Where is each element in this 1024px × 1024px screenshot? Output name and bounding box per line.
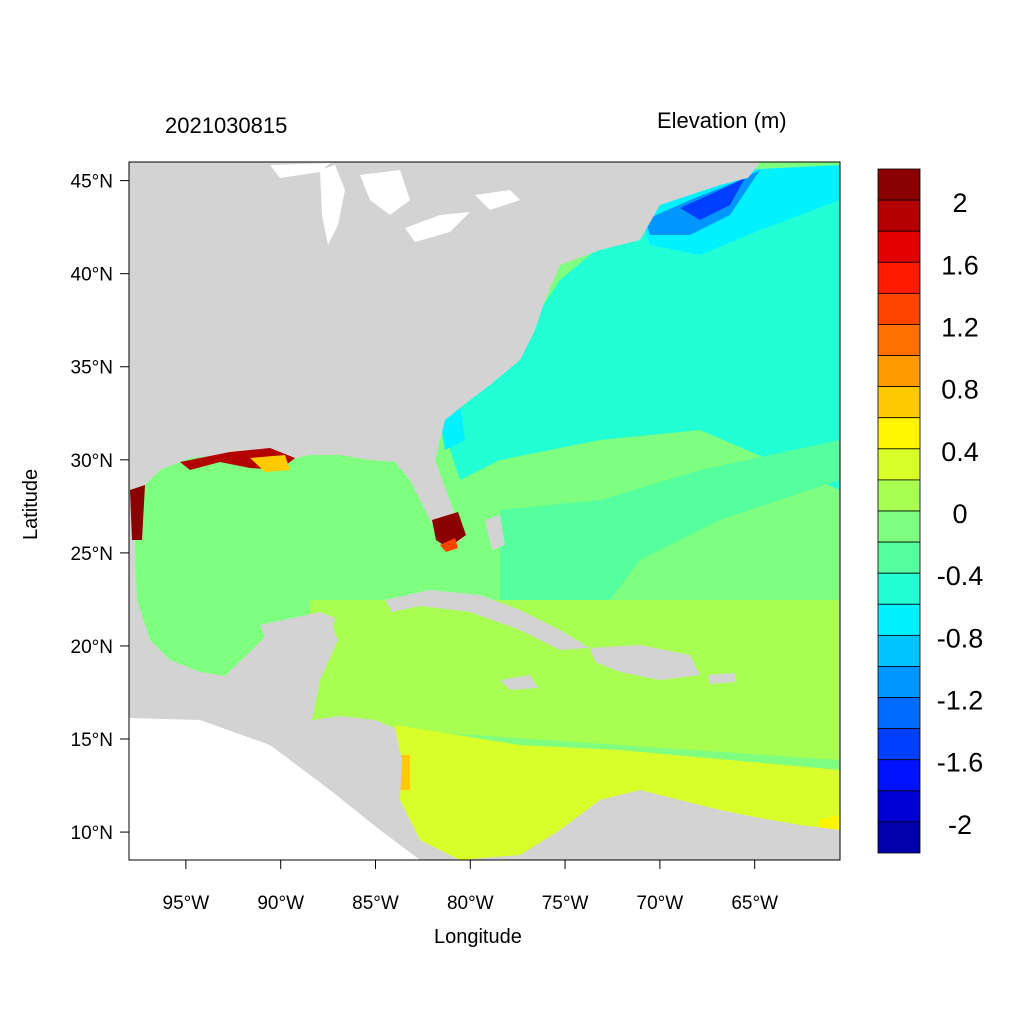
colorbar-swatch [877,541,921,574]
x-axis-label: Longitude [434,926,522,948]
colorbar-label: 1.6 [941,250,979,280]
y-tick-label: 30°N [71,451,113,472]
atlantic-negative-field [440,170,840,490]
colorbar-label: 0 [952,499,967,529]
colorbar-swatch [877,728,921,761]
colorbar-swatch [877,324,921,356]
colorbar-label: 0.4 [941,437,979,467]
land-bahamas [485,515,505,550]
x-tick-label: 80°W [447,893,494,914]
y-tick-label: 20°N [71,637,113,658]
field-label: Elevation (m) [657,108,787,133]
y-tick-label: 10°N [71,823,113,844]
y-tick-label: 15°N [71,730,113,751]
x-tick-label: 85°W [352,893,399,914]
colorbar-label: 0.8 [941,375,979,405]
lake-michigan [320,165,345,245]
colorbar-swatch [877,168,921,201]
gulf-of-maine-lowest [680,178,745,220]
pacific-nodata [129,718,420,860]
colorbar-swatch [877,292,921,325]
lake-erie [405,212,470,242]
lake-superior [270,163,330,178]
colorbar-swatch [877,603,921,636]
y-tick-label: 45°N [71,172,113,193]
y-tick-label: 25°N [71,544,113,565]
land-jamaica [500,675,538,690]
colorbar-swatch [877,666,921,698]
land-cuba [385,590,590,650]
colorbar-swatch [877,790,921,823]
land-north-central-america [129,162,760,860]
x-tick-label: 65°W [731,893,778,914]
louisiana-surge-edge [250,455,290,472]
land-hispaniola [590,645,700,680]
x-tick-label: 90°W [257,893,304,914]
x-tick-label: 70°W [637,893,684,914]
colorbar-label: -0.8 [937,623,984,653]
plot-frame [128,161,841,861]
colorbar-swatch [877,199,921,232]
texas-coast-surge [130,485,145,540]
colorbar-swatch [877,759,921,792]
y-tick-label: 35°N [71,358,113,379]
colorbar-swatch [877,261,921,294]
x-ticks: 95°W 90°W 85°W 80°W 75°W 70°W 65°W [163,860,778,914]
colorbar-label: -1.2 [937,686,984,716]
colorbar-swatch [877,417,921,450]
caribbean-field [310,600,840,760]
colorbar: 2 1.6 1.2 0.8 0.4 0 -0.4 -0.8 -1.2 -1.6 -2 [877,168,984,854]
map-area [129,162,840,860]
colorbar-label: -2 [948,810,972,840]
x-tick-label: 95°W [163,893,210,914]
colorbar-swatch [877,510,921,543]
colorbar-label: -1.6 [937,748,984,778]
y-ticks: 45°N 40°N 35°N 30°N 25°N 20°N 15°N 10°N [71,172,129,844]
colorbar-swatch [877,386,921,419]
colorbar-swatch [877,230,921,263]
lake-ontario [475,190,520,210]
y-tick-label: 40°N [71,265,113,286]
land-south-america [460,790,840,860]
colorbar-swatch [877,572,921,605]
land-yucatan [260,612,335,668]
colorbar-swatch [877,479,921,512]
colorbar-swatch [877,634,921,667]
x-tick-label: 75°W [542,893,589,914]
colorbar-swatch [877,821,921,854]
date-label: 2021030815 [165,113,288,138]
lake-huron [360,170,410,215]
colorbar-label: 2 [952,188,967,218]
colorbar-label: -0.4 [937,561,984,591]
colorbar-label: 1.2 [941,312,979,342]
colorbar-swatch [877,697,921,730]
florida-surge-edge [440,538,458,552]
florida-surge [432,512,466,548]
colorbar-swatch [877,448,921,481]
land-puerto-rico [708,673,736,684]
colorbar-swatch [877,355,921,388]
atlantic-mid-field [500,440,840,600]
